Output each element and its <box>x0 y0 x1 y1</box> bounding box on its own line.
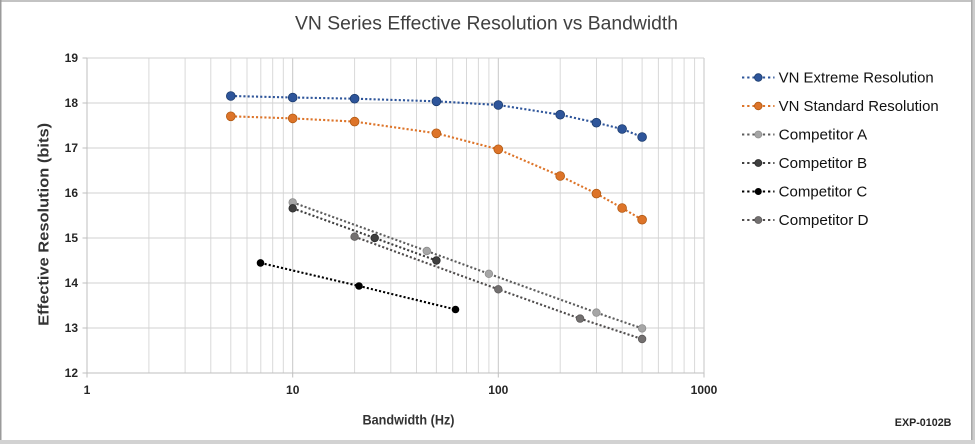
svg-text:100: 100 <box>488 383 508 397</box>
svg-text:VN Extreme Resolution: VN Extreme Resolution <box>779 71 934 87</box>
svg-text:19: 19 <box>65 51 79 65</box>
svg-text:1: 1 <box>84 383 91 397</box>
svg-text:VN Standard Resolution: VN Standard Resolution <box>779 99 939 115</box>
svg-text:Competitor A: Competitor A <box>779 128 868 144</box>
svg-text:14: 14 <box>65 276 79 290</box>
svg-text:10: 10 <box>286 383 300 397</box>
svg-text:Bandwidth (Hz): Bandwidth (Hz) <box>363 413 455 428</box>
svg-text:Competitor D: Competitor D <box>779 213 869 229</box>
svg-text:Competitor B: Competitor B <box>779 156 868 172</box>
svg-text:17: 17 <box>65 141 79 155</box>
svg-text:1000: 1000 <box>691 383 718 397</box>
svg-text:16: 16 <box>65 186 79 200</box>
svg-text:Competitor C: Competitor C <box>779 185 868 201</box>
svg-text:Effective Resolution (bits): Effective Resolution (bits) <box>35 123 52 326</box>
svg-text:12: 12 <box>65 366 79 380</box>
svg-text:VN Series Effective Resolution: VN Series Effective Resolution vs Bandwi… <box>295 14 678 35</box>
svg-text:13: 13 <box>65 321 79 335</box>
svg-text:15: 15 <box>65 231 79 245</box>
svg-text:EXP-0102B: EXP-0102B <box>895 417 952 429</box>
svg-text:18: 18 <box>65 96 79 110</box>
